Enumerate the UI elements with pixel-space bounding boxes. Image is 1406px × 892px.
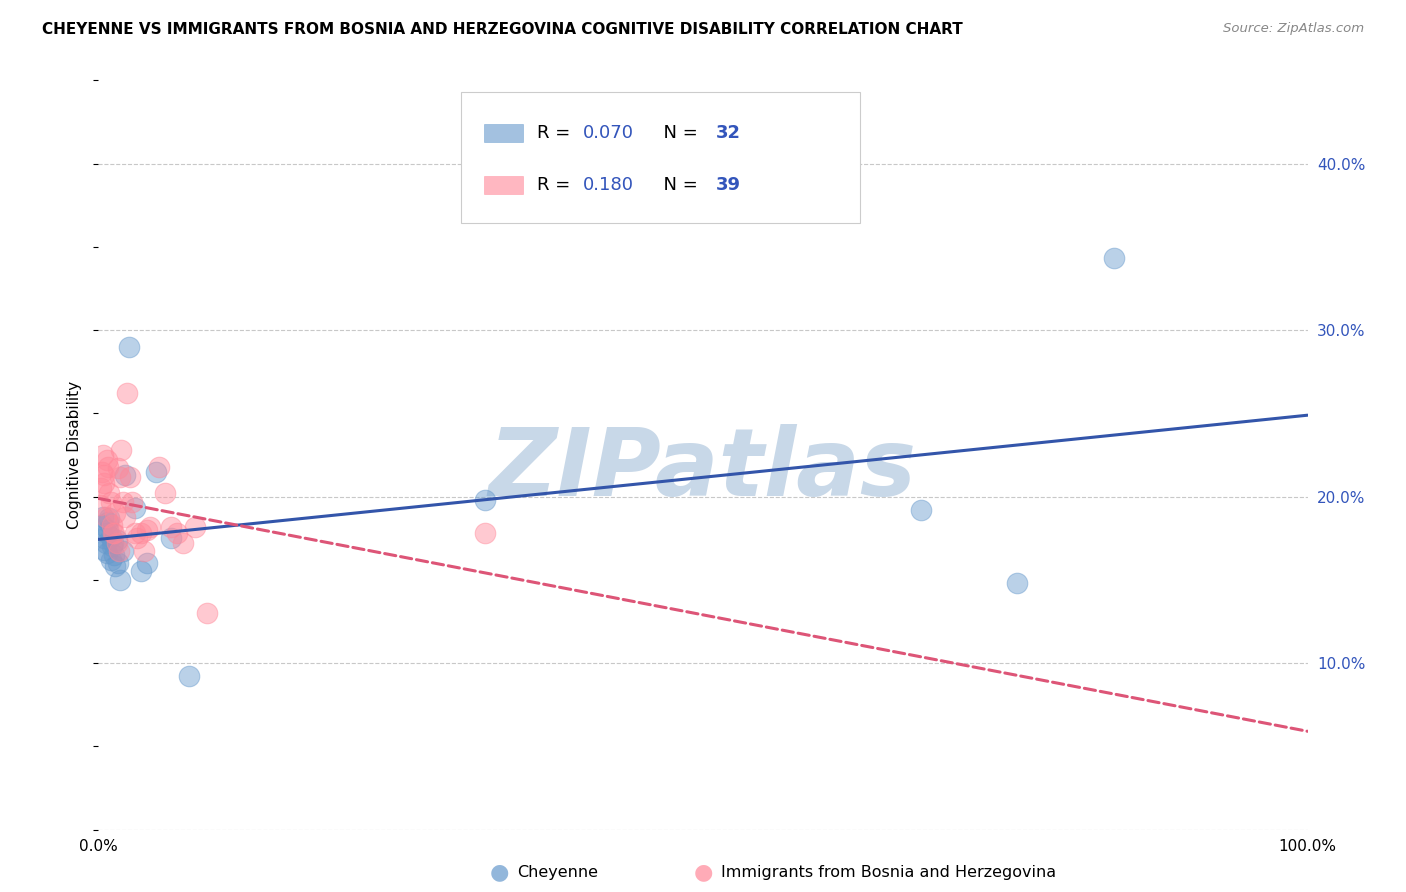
Point: [96, 526, 118, 541]
Text: ●: ●: [489, 863, 509, 882]
Point: [93, 542, 115, 557]
Point: [108, 544, 131, 558]
Point: [105, 533, 128, 547]
Point: [117, 386, 139, 401]
Point: [93, 467, 115, 482]
Point: [91, 465, 114, 479]
Point: [96, 453, 118, 467]
Text: Source: ZipAtlas.com: Source: ZipAtlas.com: [1223, 22, 1364, 36]
Point: [108, 573, 131, 587]
Point: [121, 494, 143, 508]
Point: [107, 461, 129, 475]
Point: [148, 459, 170, 474]
Point: [93, 531, 115, 545]
Point: [98, 511, 121, 525]
Point: [1102, 252, 1125, 266]
Point: [111, 494, 134, 508]
Point: [129, 526, 152, 541]
Point: [111, 544, 134, 558]
FancyBboxPatch shape: [484, 177, 523, 194]
Point: [104, 506, 127, 520]
Point: [139, 519, 162, 533]
Point: [127, 531, 149, 545]
Point: [100, 529, 122, 543]
Point: [89, 498, 111, 512]
FancyBboxPatch shape: [484, 124, 523, 142]
Point: [172, 536, 194, 550]
Point: [118, 340, 141, 354]
Point: [101, 536, 124, 550]
Point: [135, 523, 157, 537]
Point: [910, 503, 932, 517]
Point: [98, 486, 121, 500]
Point: [474, 526, 496, 541]
Point: [124, 501, 146, 516]
Point: [135, 556, 157, 570]
Point: [118, 469, 141, 483]
Point: [110, 442, 132, 457]
Point: [1007, 576, 1029, 591]
Point: [96, 546, 118, 560]
Point: [104, 559, 127, 574]
Point: [474, 492, 496, 507]
Point: [153, 486, 176, 500]
FancyBboxPatch shape: [461, 92, 860, 223]
Point: [90, 481, 112, 495]
Point: [134, 544, 156, 558]
Text: N =: N =: [652, 177, 704, 194]
Y-axis label: Cognitive Disability: Cognitive Disability: [67, 381, 83, 529]
Point: [91, 509, 114, 524]
Point: [91, 448, 114, 462]
Text: ZIPatlas: ZIPatlas: [489, 424, 917, 516]
Text: 0.070: 0.070: [583, 124, 634, 142]
Point: [129, 565, 152, 579]
Point: [91, 517, 114, 532]
Point: [97, 523, 120, 537]
Point: [114, 509, 136, 524]
Point: [124, 526, 146, 541]
Text: 0.180: 0.180: [583, 177, 634, 194]
Point: [101, 526, 124, 541]
Point: [97, 515, 120, 529]
Point: [108, 469, 131, 483]
Point: [94, 536, 117, 550]
Point: [94, 509, 117, 524]
Text: CHEYENNE VS IMMIGRANTS FROM BOSNIA AND HERZEGOVINA COGNITIVE DISABILITY CORRELAT: CHEYENNE VS IMMIGRANTS FROM BOSNIA AND H…: [42, 22, 963, 37]
Point: [100, 494, 122, 508]
Text: R =: R =: [537, 124, 576, 142]
Point: [103, 526, 125, 541]
Text: 39: 39: [716, 177, 741, 194]
Text: R =: R =: [537, 177, 576, 194]
Point: [105, 536, 128, 550]
Point: [100, 540, 122, 554]
Point: [179, 669, 201, 683]
Text: 32: 32: [716, 124, 741, 142]
Point: [160, 519, 183, 533]
Point: [100, 517, 122, 532]
Point: [100, 553, 122, 567]
Point: [166, 526, 188, 541]
Point: [107, 556, 129, 570]
Point: [184, 519, 207, 533]
Point: [103, 548, 125, 562]
Text: N =: N =: [652, 124, 704, 142]
Point: [195, 606, 218, 620]
Point: [145, 465, 167, 479]
Point: [93, 476, 115, 491]
Point: [97, 459, 120, 474]
Text: Immigrants from Bosnia and Herzegovina: Immigrants from Bosnia and Herzegovina: [721, 865, 1056, 880]
Point: [114, 467, 136, 482]
Text: Cheyenne: Cheyenne: [517, 865, 599, 880]
Text: ●: ●: [693, 863, 713, 882]
Point: [160, 531, 183, 545]
